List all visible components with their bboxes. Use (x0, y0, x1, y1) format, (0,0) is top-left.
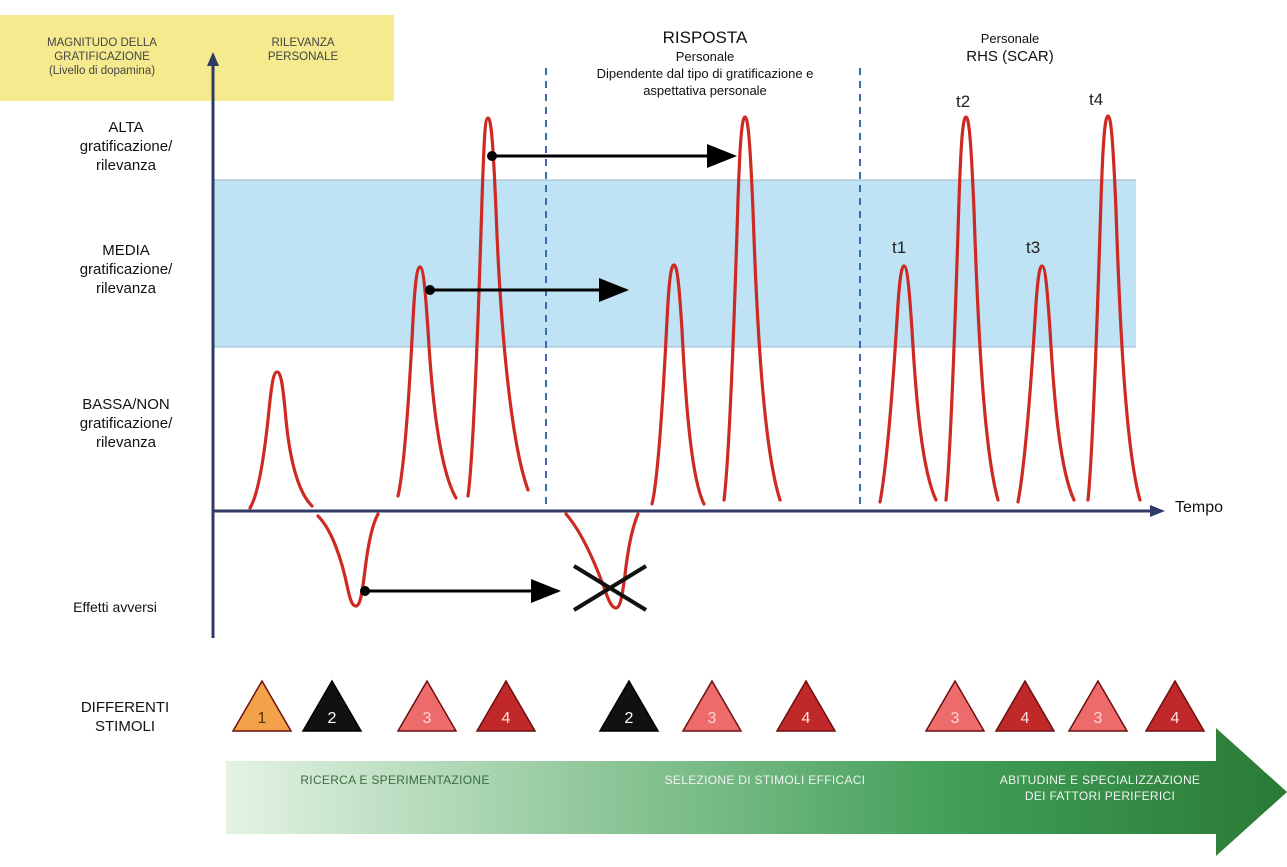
peak-risposta-alta (722, 115, 782, 502)
level-line: gratificazione/ (79, 138, 173, 155)
t3-label: t3 (1026, 238, 1041, 257)
stimuli-label: DIFFERENTI STIMOLI (70, 698, 180, 736)
stimulus-triangle (681, 679, 743, 732)
stimulus-number: 3 (951, 710, 960, 727)
level-line: gratificazione/ (79, 261, 173, 278)
level-avversi: Effetti avversi (30, 598, 200, 617)
stimulus-triangle (1067, 679, 1129, 732)
stimuli-triangles: 1 2 3 4 2 3 4 3 4 3 4 (231, 679, 1206, 732)
stimulus-number: 3 (708, 710, 717, 727)
stimulus-triangle (301, 679, 363, 732)
header-highlight (0, 15, 394, 101)
stimuli-label-line: STIMOLI (94, 718, 155, 735)
risposta-line: Dipendente dal tipo di gratificazione e (596, 66, 814, 81)
rhs-line: RHS (SCAR) (966, 48, 1054, 65)
stimulus-triangle (475, 679, 537, 732)
peak-low (248, 370, 314, 510)
level-line: BASSA/NON (82, 396, 170, 413)
risposta-line: aspettativa personale (643, 83, 767, 98)
t4-label: t4 (1089, 90, 1104, 109)
peak-alta (466, 116, 530, 498)
t1-label: t1 (892, 238, 907, 257)
header-magnitude-line: (Livello di dopamina) (48, 65, 156, 77)
risposta-title: RISPOSTA (662, 28, 748, 47)
stimulus-triangle (994, 679, 1056, 732)
stimulus-triangle (1144, 679, 1206, 732)
arrow-start-dot (425, 285, 435, 295)
stimulus-number: 4 (1171, 710, 1180, 727)
phase-line: ABITUDINE E SPECIALIZZAZIONE (999, 773, 1201, 787)
stimulus-triangle (598, 679, 660, 732)
header-relevance-line: PERSONALE (267, 51, 339, 63)
peak-risposta-media (650, 263, 706, 506)
level-line: rilevanza (95, 434, 157, 451)
phase-1-label: RICERCA E SPERIMENTAZIONE (250, 772, 540, 788)
stimulus-triangle (924, 679, 986, 732)
x-axis-label: Tempo (1175, 499, 1224, 516)
level-alta: ALTA gratificazione/ rilevanza (56, 118, 196, 175)
phase-3-label: ABITUDINE E SPECIALIZZAZIONE DEI FATTORI… (950, 772, 1250, 804)
peak-media (396, 265, 458, 500)
rhs-line: Personale (980, 31, 1040, 46)
transfer-arrows (365, 144, 737, 603)
dip-adverse-crossed (564, 512, 640, 610)
y-axis-arrow (207, 52, 219, 66)
stimuli-label-line: DIFFERENTI (80, 699, 170, 716)
cross-mark (572, 564, 648, 612)
arrow-start-dot (360, 586, 370, 596)
level-line: rilevanza (95, 280, 157, 297)
phase-line: SELEZIONE DI STIMOLI EFFICACI (664, 773, 866, 787)
stimulus-number: 1 (258, 710, 267, 727)
peak-t2 (944, 115, 1000, 502)
phase-line: RICERCA E SPERIMENTAZIONE (300, 773, 490, 787)
stimulus-triangle (775, 679, 837, 732)
risposta-label: RISPOSTA Personale Dipendente dal tipo d… (555, 28, 855, 99)
level-line: gratificazione/ (79, 415, 173, 432)
header-magnitude-line: GRATIFICAZIONE (54, 51, 150, 63)
phase-line: DEI FATTORI PERIFERICI (1024, 789, 1176, 803)
stimulus-number: 2 (328, 710, 337, 727)
rhs-label: Personale RHS (SCAR) (930, 30, 1090, 66)
stimulus-number: 4 (1021, 710, 1030, 727)
level-line: Effetti avversi (73, 599, 157, 615)
peak-t1 (878, 264, 938, 504)
level-line: rilevanza (95, 157, 157, 174)
level-line: MEDIA (102, 242, 150, 259)
dip-adverse (316, 512, 380, 608)
stimulus-triangle (396, 679, 458, 732)
media-band (214, 180, 1136, 347)
peak-t3 (1016, 264, 1076, 504)
risposta-line: Personale (675, 49, 735, 64)
response-curves (248, 114, 1142, 610)
x-axis-arrow (1150, 505, 1165, 517)
stimulus-number: 3 (423, 710, 432, 727)
phase-2-label: SELEZIONE DI STIMOLI EFFICACI (615, 772, 915, 788)
stimulus-number: 2 (625, 710, 634, 727)
level-bassa: BASSA/NON gratificazione/ rilevanza (46, 395, 206, 452)
header-relevance: RILEVANZA PERSONALE (228, 36, 378, 64)
stimulus-number: 4 (502, 710, 511, 727)
peak-t4 (1086, 114, 1142, 502)
header-magnitude: MAGNITUDO DELLA GRATIFICAZIONE (Livello … (12, 36, 192, 78)
stimulus-triangle (231, 679, 293, 732)
phase-arrow (226, 728, 1287, 856)
stimulus-number: 4 (802, 710, 811, 727)
level-media: MEDIA gratificazione/ rilevanza (56, 241, 196, 298)
stimulus-number: 3 (1094, 710, 1103, 727)
t2-label: t2 (956, 92, 971, 111)
arrow-start-dot (487, 151, 497, 161)
level-line: ALTA (108, 119, 144, 136)
header-relevance-line: RILEVANZA (271, 37, 335, 49)
header-magnitude-line: MAGNITUDO DELLA (47, 37, 157, 49)
